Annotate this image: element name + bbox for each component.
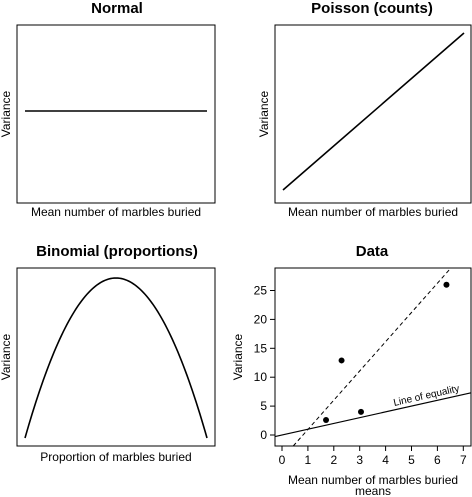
- panel-data-xlabel-line2: means: [355, 484, 391, 497]
- binomial-variance-curve: [24, 277, 208, 439]
- poisson-variance-line: [282, 32, 465, 191]
- data-point-3: [357, 408, 364, 415]
- panel-binomial-frame: [16, 267, 216, 447]
- panel-data-ylabel: Variance: [231, 333, 245, 380]
- data-point-1: [323, 416, 330, 423]
- x-tick-label: 5: [408, 453, 415, 467]
- data-y-axis: 0 5 10 15 20 25: [254, 284, 275, 442]
- x-tick-label: 3: [356, 453, 363, 467]
- panel-normal-title: Normal: [91, 0, 143, 17]
- data-points: [323, 281, 450, 423]
- x-tick-label: 6: [434, 453, 441, 467]
- x-tick-label: 7: [460, 453, 467, 467]
- panel-binomial-ylabel: Variance: [0, 333, 13, 380]
- panel-poisson-xlabel: Mean number of marbles buried: [288, 205, 458, 219]
- x-tick-label: 1: [305, 453, 312, 467]
- y-tick-label: 25: [254, 284, 268, 298]
- panel-poisson-ylabel: Variance: [257, 90, 271, 137]
- panel-binomial-xlabel: Proportion of marbles buried: [40, 450, 191, 464]
- panel-data-xlabel: Mean number of marbles buried: [288, 473, 458, 487]
- panel-normal-xlabel: Mean number of marbles buried: [31, 205, 201, 219]
- data-point-4: [443, 281, 450, 288]
- line-of-equality: [274, 392, 472, 438]
- data-x-axis: 0 1 2 3 4 5 6 7: [279, 446, 467, 467]
- y-tick-label: 20: [254, 312, 268, 326]
- x-tick-label: 4: [382, 453, 389, 467]
- panel-data-title: Data: [356, 243, 389, 260]
- panel-poisson-frame: [274, 24, 472, 204]
- line-of-equality-label: Line of equality: [392, 383, 460, 408]
- fit-line-dashed: [292, 267, 452, 447]
- panel-normal-frame: [16, 24, 216, 204]
- x-tick-label: 2: [330, 453, 337, 467]
- panel-data-frame: [274, 267, 472, 447]
- data-point-2: [338, 357, 345, 364]
- y-tick-label: 10: [254, 370, 268, 384]
- y-tick-label: 0: [260, 428, 267, 442]
- y-tick-label: 5: [260, 399, 267, 413]
- x-tick-label: 0: [279, 453, 286, 467]
- y-tick-label: 15: [254, 341, 268, 355]
- panel-binomial-title: Binomial (proportions): [36, 243, 198, 260]
- panel-normal-ylabel: Variance: [0, 90, 13, 137]
- panel-poisson-title: Poisson (counts): [311, 0, 433, 17]
